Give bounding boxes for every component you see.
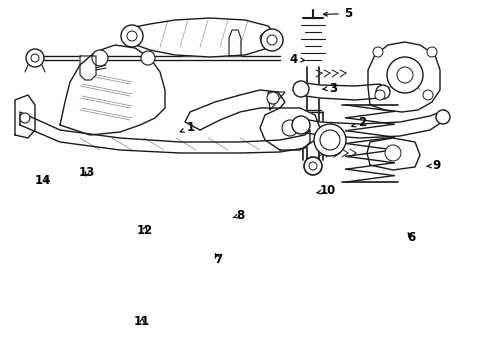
Circle shape xyxy=(397,67,413,83)
Circle shape xyxy=(282,120,298,136)
Polygon shape xyxy=(60,45,165,135)
Polygon shape xyxy=(229,30,241,56)
Circle shape xyxy=(292,116,310,134)
Circle shape xyxy=(375,90,385,100)
Text: 7: 7 xyxy=(214,253,222,266)
Circle shape xyxy=(26,49,44,67)
Text: 14: 14 xyxy=(35,174,51,186)
Circle shape xyxy=(385,145,401,161)
Circle shape xyxy=(309,162,317,170)
Circle shape xyxy=(92,50,108,66)
Circle shape xyxy=(436,110,450,124)
Text: 4: 4 xyxy=(290,53,305,66)
Circle shape xyxy=(20,113,30,123)
Polygon shape xyxy=(260,108,320,150)
Polygon shape xyxy=(15,95,35,138)
Circle shape xyxy=(267,35,277,45)
Polygon shape xyxy=(80,56,96,80)
Circle shape xyxy=(376,85,390,99)
Polygon shape xyxy=(268,92,285,110)
Text: 2: 2 xyxy=(352,116,367,129)
Circle shape xyxy=(373,47,383,57)
Polygon shape xyxy=(367,138,420,170)
Polygon shape xyxy=(368,42,440,112)
Text: 11: 11 xyxy=(134,315,150,328)
Circle shape xyxy=(314,124,346,156)
Circle shape xyxy=(387,57,423,93)
Circle shape xyxy=(320,130,340,150)
Text: 8: 8 xyxy=(233,209,244,222)
Polygon shape xyxy=(20,112,310,153)
Polygon shape xyxy=(298,110,445,138)
Polygon shape xyxy=(122,18,278,57)
Circle shape xyxy=(141,51,155,65)
Text: 13: 13 xyxy=(79,166,96,179)
Circle shape xyxy=(31,54,39,62)
Text: 9: 9 xyxy=(426,159,440,172)
Text: 5: 5 xyxy=(323,7,352,20)
Text: 12: 12 xyxy=(136,224,153,237)
Circle shape xyxy=(260,33,270,43)
Text: 10: 10 xyxy=(317,184,337,197)
Circle shape xyxy=(127,31,137,41)
Text: 1: 1 xyxy=(180,121,195,134)
Text: 6: 6 xyxy=(408,231,416,244)
Circle shape xyxy=(267,92,279,104)
Text: 3: 3 xyxy=(323,82,337,95)
Circle shape xyxy=(304,157,322,175)
Circle shape xyxy=(423,90,433,100)
Polygon shape xyxy=(298,82,385,100)
Circle shape xyxy=(427,47,437,57)
Circle shape xyxy=(121,25,143,47)
Circle shape xyxy=(293,81,309,97)
Circle shape xyxy=(261,29,283,51)
Polygon shape xyxy=(185,90,285,130)
